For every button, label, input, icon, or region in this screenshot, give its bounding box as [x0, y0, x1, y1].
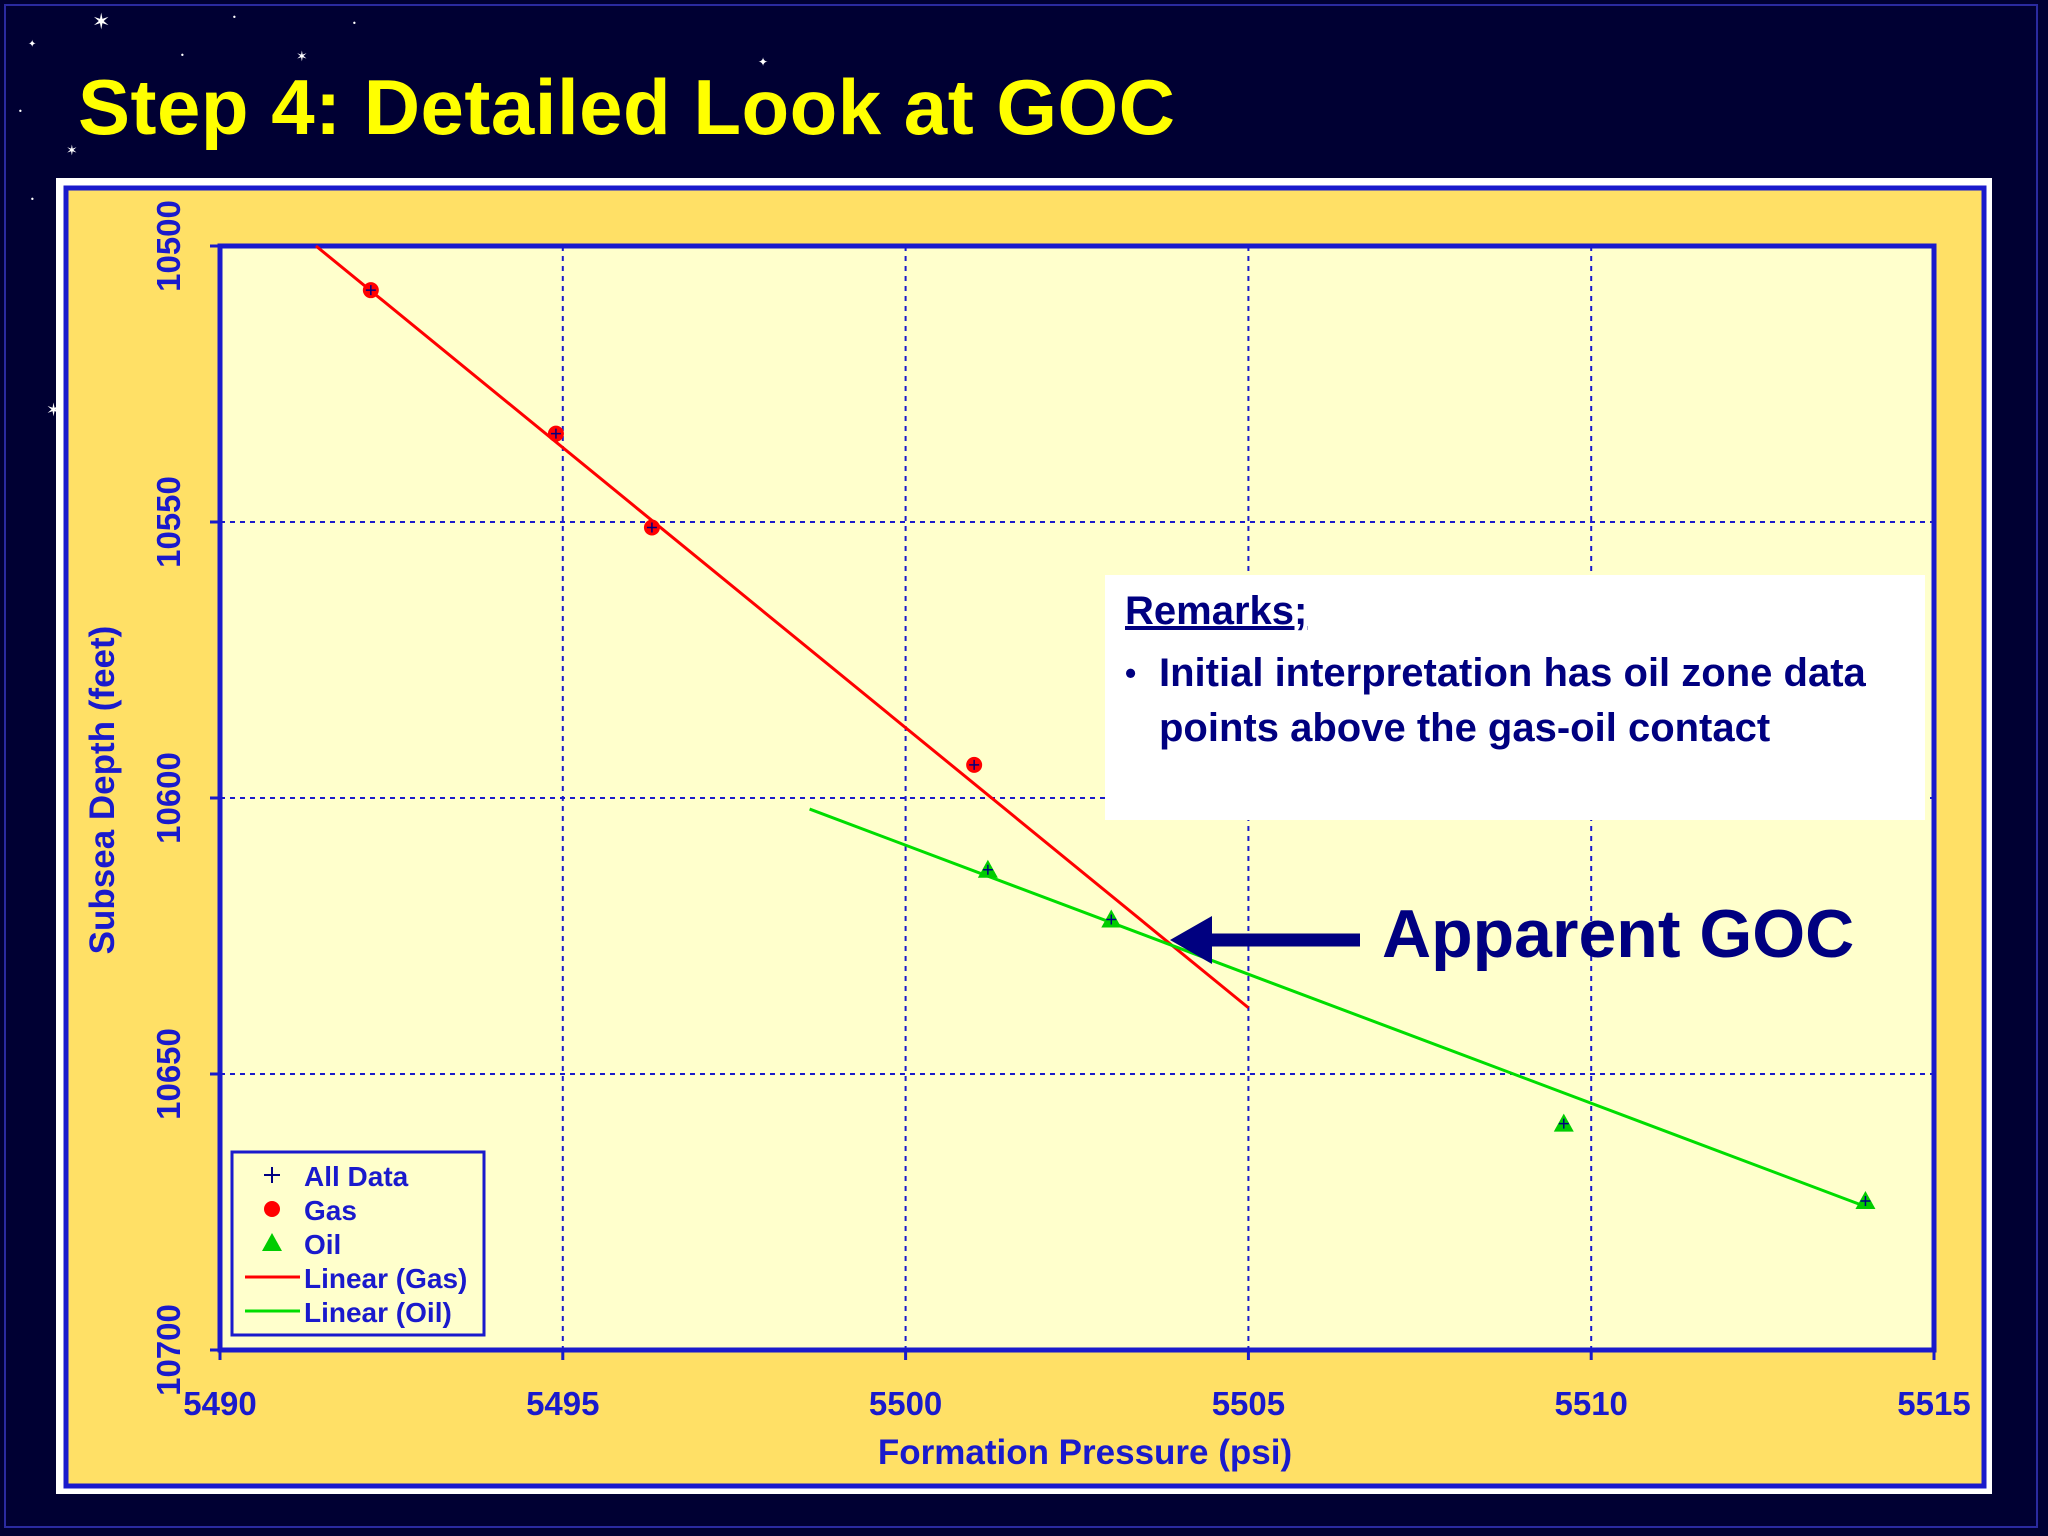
all-data-point: [365, 285, 376, 296]
axis-ticks: [210, 244, 1936, 1360]
y-tick-label: 10500: [150, 200, 187, 292]
tick-labels: 5490 5495 5500 5505 5510 5515 10500 10550 10600 1…: [150, 200, 1971, 1422]
x-axis-label: Formation Pressure (psi): [878, 1433, 1292, 1472]
remarks-heading: Remarks;: [1125, 589, 1308, 633]
remarks-box: Remarks; • Initial interpretation has oi…: [1105, 575, 1925, 820]
x-tick-label: 5490: [183, 1385, 256, 1422]
legend-label: All Data: [304, 1161, 409, 1192]
y-tick-label: 10600: [150, 752, 187, 844]
legend-label: Linear (Oil): [304, 1297, 452, 1328]
apparent-goc-label: Apparent GOC: [1382, 896, 1855, 972]
star-icon: ✦: [758, 55, 769, 69]
y-tick-label: 10650: [150, 1028, 187, 1120]
star-icon: ✦: [28, 39, 37, 50]
legend-label: Linear (Gas): [304, 1263, 467, 1294]
x-tick-label: 5495: [526, 1385, 599, 1422]
remarks-text: Initial interpretation has oil zone data…: [1159, 651, 1866, 750]
all-data-point: [1558, 1118, 1569, 1129]
star-icon: •: [30, 195, 35, 204]
slide-frame: [4, 4, 2038, 1528]
all-data-point: [646, 522, 657, 533]
legend-circle-icon: [264, 1201, 280, 1217]
legend-plus-icon: [264, 1167, 280, 1183]
legend-triangle-icon: [262, 1233, 282, 1251]
slide-title: Step 4: Detailed Look at GOC: [78, 63, 1176, 151]
all-data-point: [982, 864, 993, 875]
star-icon: •: [180, 51, 185, 60]
star-icon: ✶: [296, 49, 308, 65]
all-data-point: [969, 759, 980, 770]
y-axis-label: Subsea Depth (feet): [83, 626, 122, 955]
star-icon: •: [18, 107, 23, 116]
all-data-point: [1860, 1195, 1871, 1206]
data-points: [362, 282, 1876, 1209]
x-tick-label: 5500: [869, 1385, 942, 1422]
x-tick-label: 5515: [1897, 1385, 1970, 1422]
star-icon: •: [232, 13, 237, 22]
goc-arrow: [1170, 916, 1360, 964]
legend-label: Gas: [304, 1195, 357, 1226]
x-tick-label: 5510: [1554, 1385, 1627, 1422]
y-tick-label: 10550: [150, 476, 187, 568]
y-tick-label: 10700: [150, 1304, 187, 1396]
trend-line-linear-gas: [315, 244, 1250, 1009]
star-icon: •: [352, 19, 357, 28]
goc-arrow-head-icon: [1170, 916, 1212, 964]
star-icon: ✶: [92, 10, 111, 35]
x-tick-label: 5505: [1212, 1385, 1285, 1422]
star-icon: ✶: [66, 143, 78, 159]
bullet-icon: •: [1125, 655, 1137, 691]
all-data-point: [1106, 914, 1117, 925]
remarks-body: • Initial interpretation has oil zone da…: [1125, 646, 1905, 756]
all-data-point: [550, 428, 561, 439]
legend-label: Oil: [304, 1229, 341, 1260]
